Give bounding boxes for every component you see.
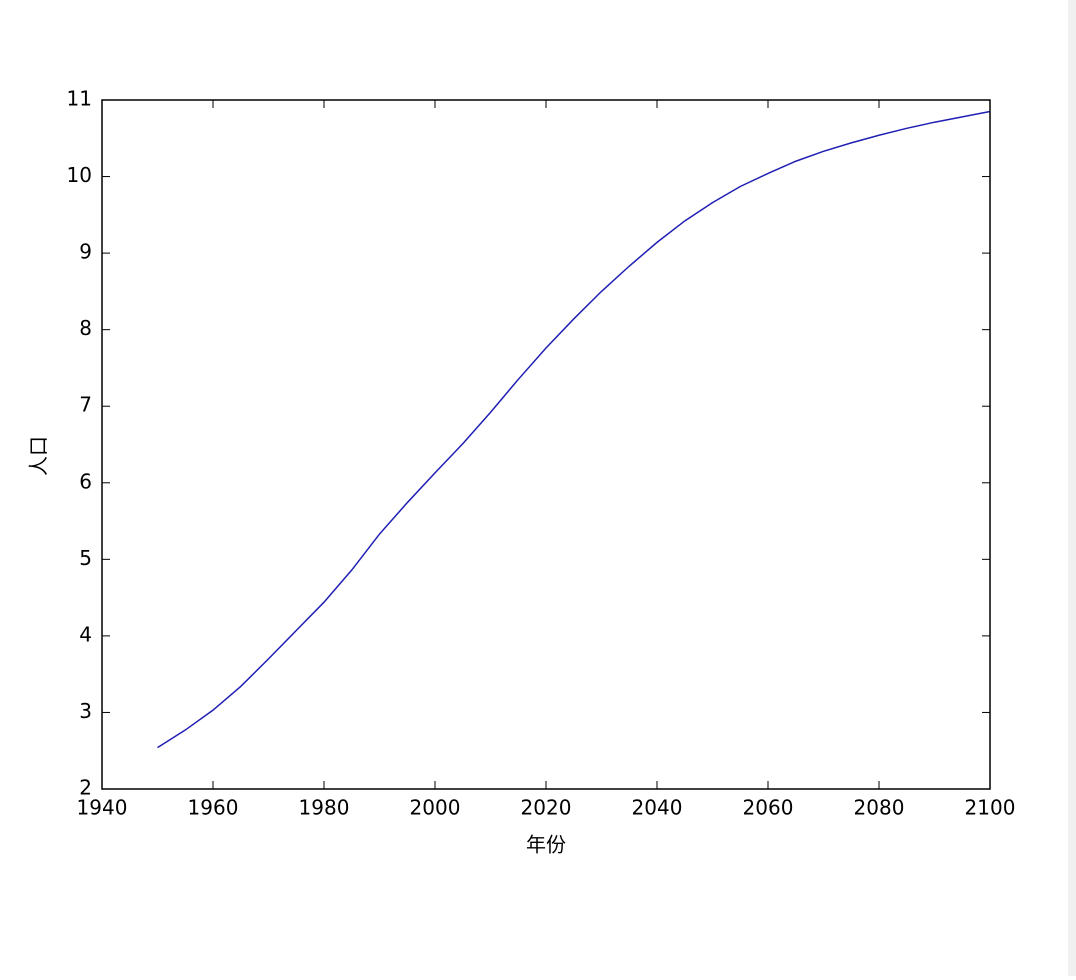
y-axis-label: 人口 (27, 436, 51, 476)
y-tick-label: 5 (79, 546, 92, 570)
x-tick-label: 2040 (632, 796, 683, 820)
y-tick-label: 7 (79, 393, 92, 417)
y-tick-label: 8 (79, 316, 92, 340)
y-tick-label: 11 (67, 87, 92, 111)
x-tick-label: 1960 (188, 796, 239, 820)
y-tick-label: 9 (79, 240, 92, 264)
x-tick-label: 2100 (965, 796, 1016, 820)
y-tick-label: 4 (79, 622, 92, 646)
y-tick-label: 3 (79, 699, 92, 723)
plot-frame (101, 99, 991, 790)
x-tick-label: 2000 (410, 796, 461, 820)
x-tick-label: 2080 (854, 796, 905, 820)
y-tick-label: 2 (79, 776, 92, 800)
scrollbar (1068, 0, 1076, 976)
line (157, 110, 991, 749)
x-tick-label: 2060 (743, 796, 794, 820)
x-tick-label: 1940 (77, 796, 128, 820)
x-tick-label: 2020 (521, 796, 572, 820)
x-axis-label: 年份 (526, 833, 566, 857)
y-tick-label: 6 (79, 469, 92, 493)
x-tick-label: 1980 (299, 796, 350, 820)
y-tick-label: 10 (67, 163, 92, 187)
